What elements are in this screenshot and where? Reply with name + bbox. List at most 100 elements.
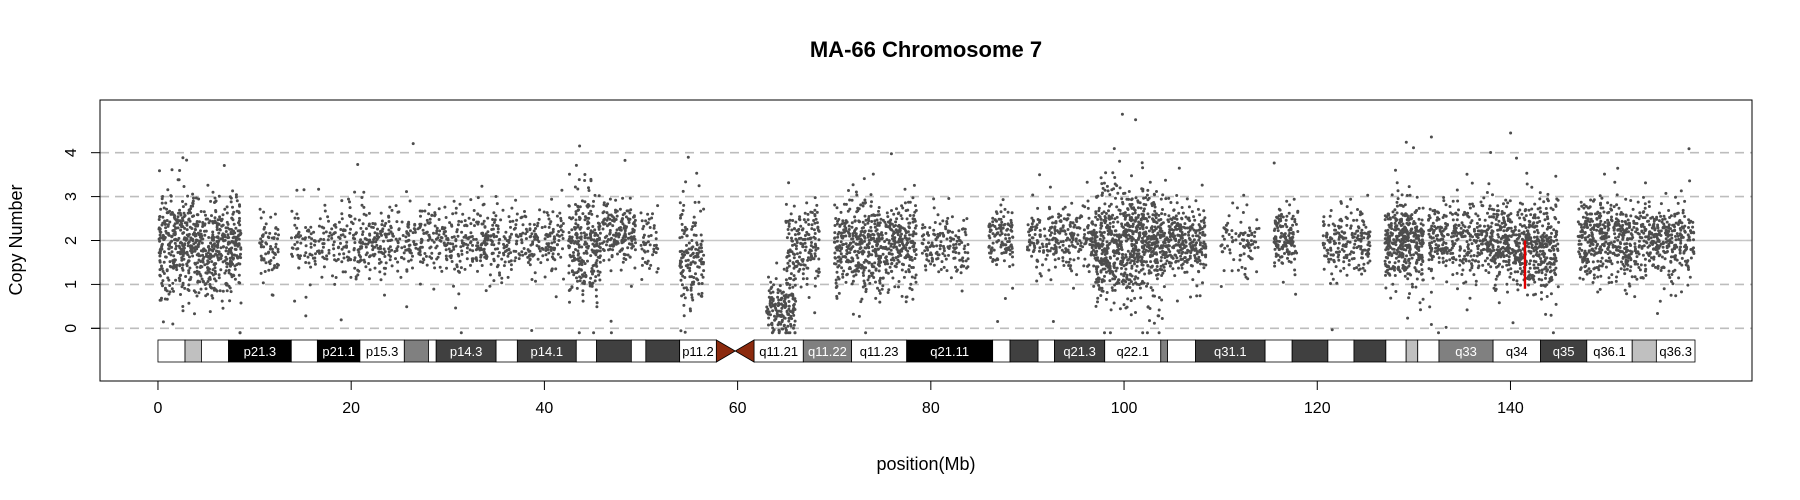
data-point bbox=[877, 239, 881, 243]
data-point bbox=[1038, 220, 1041, 224]
data-point bbox=[475, 220, 479, 224]
data-point bbox=[883, 247, 887, 251]
data-point bbox=[188, 255, 191, 259]
data-point bbox=[939, 240, 943, 244]
data-point bbox=[597, 194, 601, 198]
data-point bbox=[1163, 238, 1167, 242]
data-point bbox=[419, 222, 423, 226]
data-point bbox=[995, 257, 999, 261]
data-point bbox=[1129, 254, 1133, 258]
data-point bbox=[339, 228, 343, 231]
data-point bbox=[261, 281, 265, 285]
data-point bbox=[833, 231, 837, 235]
data-point bbox=[1200, 183, 1204, 187]
data-point bbox=[900, 204, 904, 208]
data-point bbox=[589, 254, 593, 258]
data-point bbox=[1010, 229, 1014, 233]
data-point bbox=[1045, 237, 1049, 241]
data-point bbox=[309, 265, 313, 269]
data-point bbox=[767, 275, 770, 279]
data-point bbox=[1070, 201, 1074, 205]
data-point bbox=[383, 232, 387, 236]
data-point bbox=[229, 200, 233, 204]
data-point bbox=[434, 237, 438, 241]
data-point bbox=[590, 267, 594, 270]
data-point bbox=[1175, 299, 1179, 303]
data-point bbox=[170, 168, 174, 172]
data-point bbox=[693, 200, 697, 204]
data-point bbox=[1048, 207, 1052, 211]
data-point bbox=[515, 218, 519, 222]
data-point bbox=[490, 243, 494, 246]
data-point bbox=[589, 179, 593, 183]
data-point bbox=[176, 226, 180, 230]
data-point bbox=[555, 214, 559, 218]
data-point bbox=[586, 259, 589, 263]
data-point bbox=[1100, 193, 1104, 197]
data-point bbox=[547, 242, 551, 246]
data-point bbox=[914, 253, 918, 257]
data-point bbox=[928, 226, 932, 230]
data-point bbox=[1186, 217, 1190, 221]
data-point bbox=[792, 313, 796, 317]
data-point bbox=[911, 245, 915, 249]
data-point bbox=[773, 318, 777, 322]
data-point bbox=[1123, 223, 1127, 227]
data-point bbox=[181, 200, 184, 203]
data-point bbox=[1030, 222, 1034, 226]
data-point bbox=[514, 249, 518, 253]
data-point bbox=[595, 259, 599, 262]
data-point bbox=[679, 214, 683, 217]
data-point bbox=[626, 253, 630, 257]
data-point bbox=[1159, 218, 1163, 221]
data-point bbox=[1155, 190, 1158, 193]
data-point bbox=[1052, 247, 1056, 251]
data-point bbox=[1099, 176, 1103, 180]
data-point bbox=[683, 296, 687, 300]
data-point bbox=[787, 224, 791, 228]
data-point bbox=[1161, 193, 1165, 197]
data-point bbox=[1096, 300, 1099, 304]
data-point bbox=[502, 235, 506, 239]
data-point bbox=[349, 275, 353, 279]
data-point bbox=[656, 247, 660, 251]
data-point bbox=[1031, 193, 1035, 197]
data-point bbox=[460, 239, 464, 243]
data-point bbox=[777, 331, 781, 335]
data-point bbox=[1194, 234, 1198, 238]
data-point bbox=[782, 324, 786, 328]
data-point bbox=[1000, 220, 1004, 224]
data-point bbox=[581, 281, 585, 285]
data-point bbox=[340, 212, 344, 216]
data-point bbox=[430, 251, 434, 255]
data-point bbox=[1083, 257, 1087, 261]
data-point bbox=[849, 241, 853, 245]
data-point bbox=[491, 223, 495, 227]
data-point bbox=[1153, 236, 1157, 240]
data-point bbox=[437, 218, 441, 221]
data-point bbox=[215, 228, 219, 232]
data-point bbox=[454, 244, 458, 248]
data-point bbox=[1162, 285, 1166, 289]
data-point bbox=[332, 240, 336, 244]
data-point bbox=[433, 214, 437, 218]
data-point bbox=[1106, 189, 1110, 193]
data-point bbox=[1038, 249, 1041, 253]
data-point bbox=[1201, 230, 1205, 234]
data-point bbox=[456, 234, 460, 238]
data-point bbox=[896, 224, 900, 228]
data-point bbox=[835, 248, 839, 252]
data-point bbox=[461, 212, 465, 216]
data-point bbox=[357, 250, 361, 254]
data-point bbox=[886, 215, 890, 219]
data-point bbox=[224, 255, 228, 259]
data-point bbox=[615, 228, 619, 232]
data-point bbox=[567, 264, 571, 268]
data-point bbox=[907, 254, 911, 258]
data-point bbox=[1166, 218, 1170, 222]
data-point bbox=[534, 279, 537, 283]
data-point bbox=[496, 227, 500, 231]
data-point bbox=[549, 248, 553, 252]
data-point bbox=[680, 265, 683, 269]
data-point bbox=[1105, 291, 1109, 294]
